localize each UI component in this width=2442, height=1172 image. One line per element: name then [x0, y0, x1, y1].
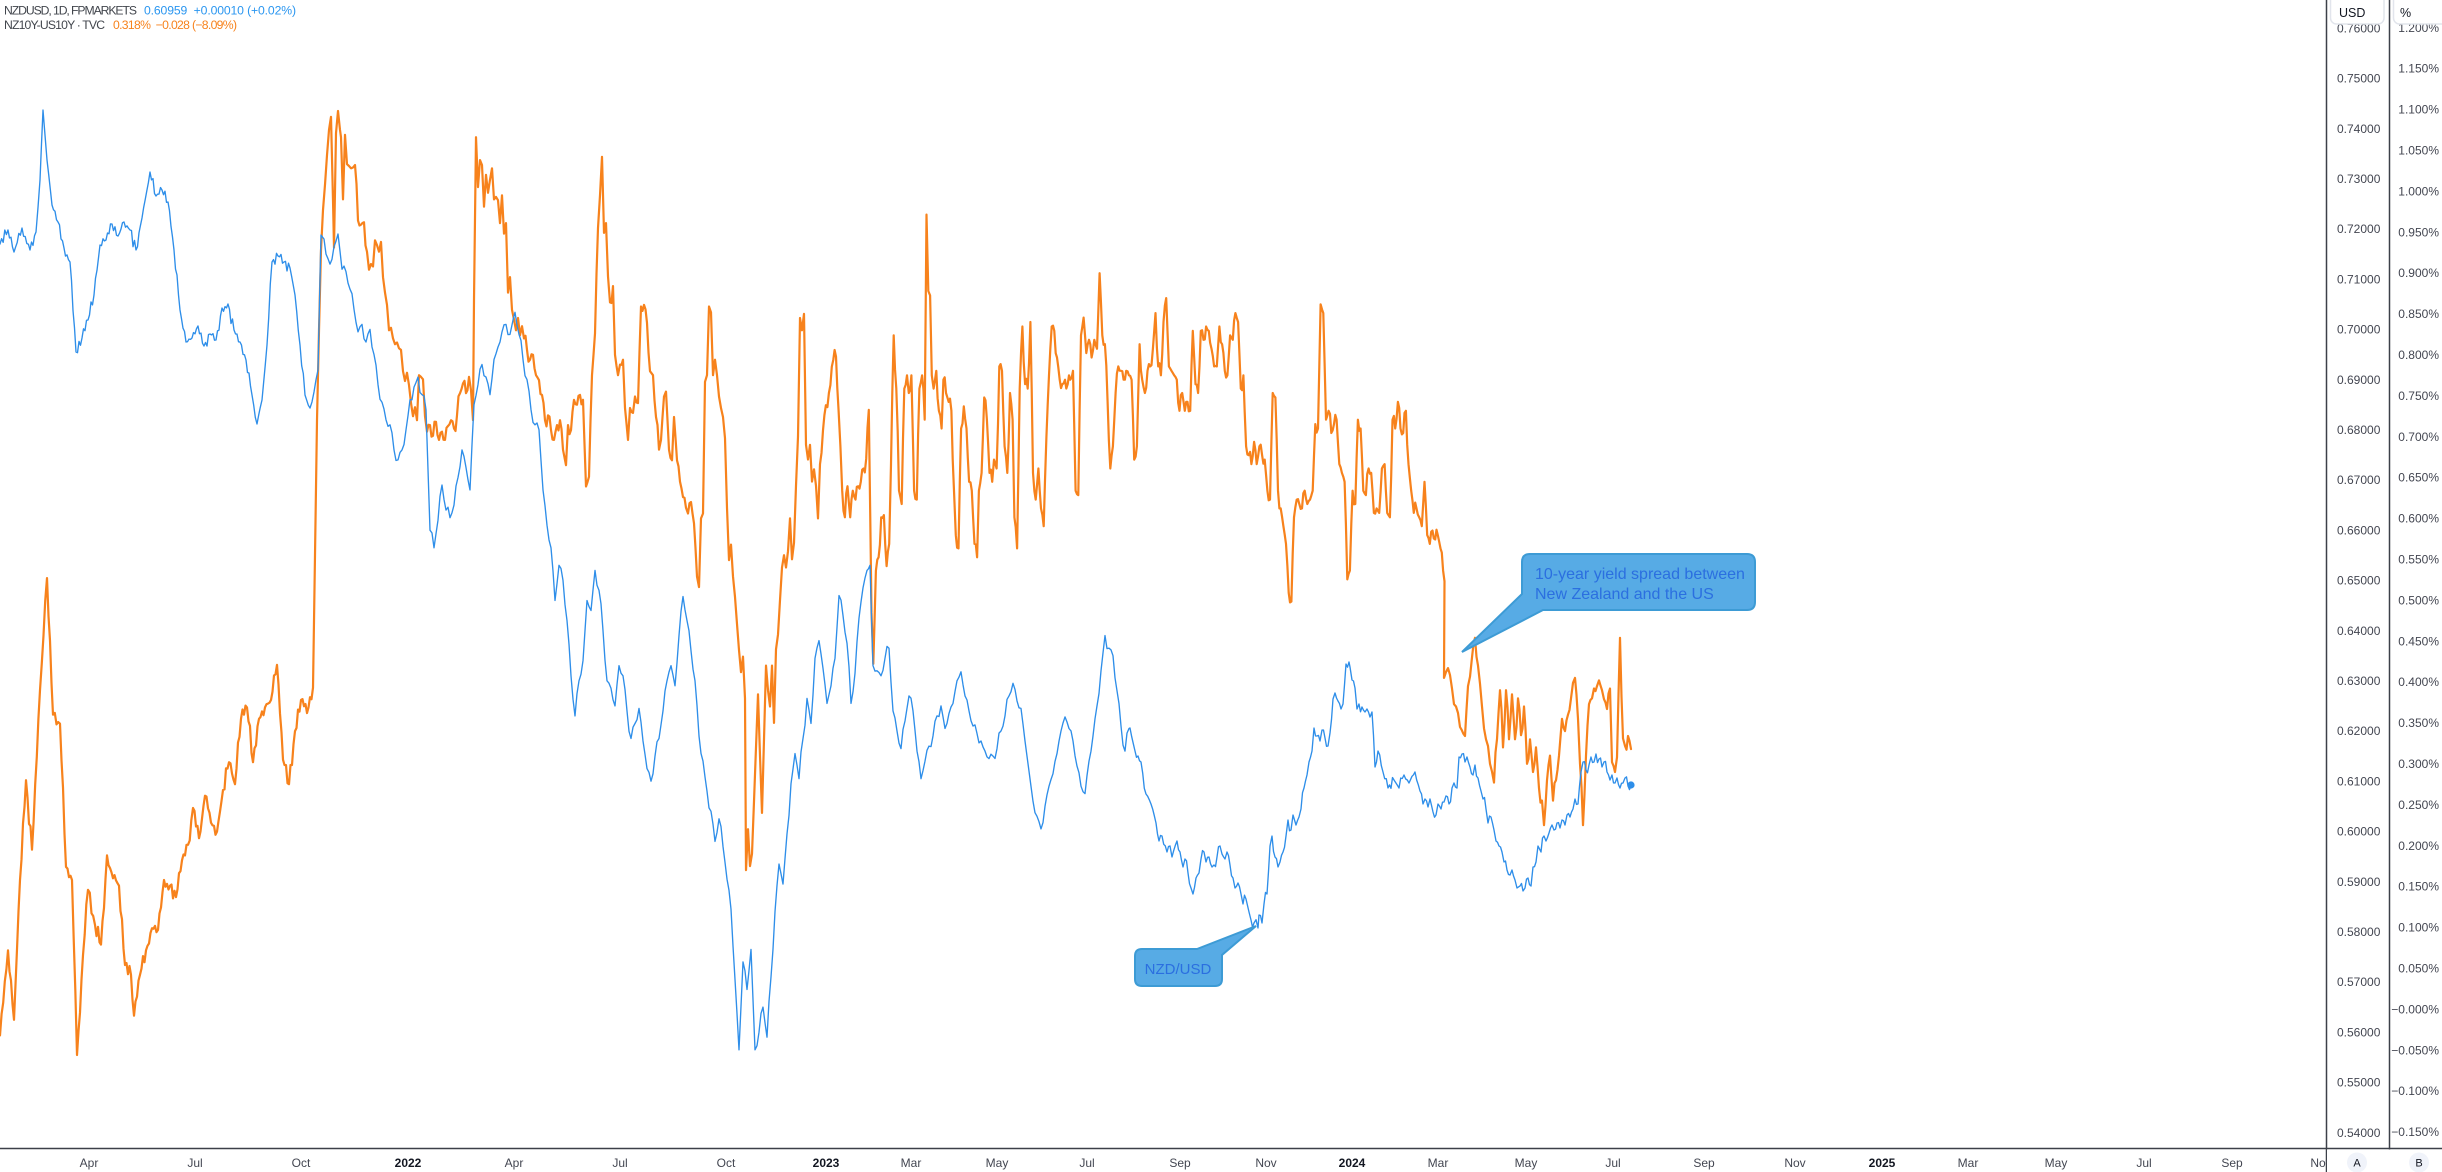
- svg-text:Mar: Mar: [901, 1156, 922, 1170]
- svg-text:0.150%: 0.150%: [2398, 880, 2439, 894]
- svg-text:Jul: Jul: [187, 1156, 202, 1170]
- svg-text:0.700%: 0.700%: [2398, 430, 2439, 444]
- svg-text:Sep: Sep: [1693, 1156, 1715, 1170]
- svg-text:Jul: Jul: [612, 1156, 627, 1170]
- svg-text:0.67000: 0.67000: [2337, 473, 2381, 487]
- svg-text:0.900%: 0.900%: [2398, 266, 2439, 280]
- svg-text:NZDUSD, 1D, FPMARKETS: NZDUSD, 1D, FPMARKETS: [4, 4, 137, 18]
- svg-text:1.050%: 1.050%: [2398, 144, 2439, 158]
- svg-text:B: B: [2415, 1158, 2422, 1170]
- svg-text:0.76000: 0.76000: [2337, 21, 2381, 35]
- svg-text:0.750%: 0.750%: [2398, 389, 2439, 403]
- svg-text:0.800%: 0.800%: [2398, 348, 2439, 362]
- svg-text:0.59000: 0.59000: [2337, 875, 2381, 889]
- svg-text:2025: 2025: [1869, 1156, 1896, 1170]
- svg-text:0.74000: 0.74000: [2337, 122, 2381, 136]
- svg-text:USD: USD: [2339, 6, 2365, 20]
- svg-text:−0.150%: −0.150%: [2391, 1125, 2439, 1139]
- svg-text:0.318% −0.028 (−8.09%): 0.318% −0.028 (−8.09%): [113, 18, 237, 32]
- svg-text:Sep: Sep: [2221, 1156, 2243, 1170]
- svg-text:0.500%: 0.500%: [2398, 593, 2439, 607]
- svg-text:May: May: [1515, 1156, 1538, 1170]
- svg-text:0.56000: 0.56000: [2337, 1025, 2381, 1039]
- svg-text:Apr: Apr: [80, 1156, 99, 1170]
- svg-text:A: A: [2353, 1158, 2361, 1170]
- svg-text:0.69000: 0.69000: [2337, 373, 2381, 387]
- svg-text:0.550%: 0.550%: [2398, 553, 2439, 567]
- svg-text:0.200%: 0.200%: [2398, 839, 2439, 853]
- svg-text:1.000%: 1.000%: [2398, 184, 2439, 198]
- svg-text:0.60959 +0.00010 (+0.02%): 0.60959 +0.00010 (+0.02%): [144, 4, 296, 18]
- svg-text:0.100%: 0.100%: [2398, 921, 2439, 935]
- svg-text:0.58000: 0.58000: [2337, 925, 2381, 939]
- svg-text:0.850%: 0.850%: [2398, 307, 2439, 321]
- svg-text:−0.050%: −0.050%: [2391, 1043, 2439, 1057]
- svg-text:2022: 2022: [395, 1156, 422, 1170]
- svg-text:May: May: [986, 1156, 1009, 1170]
- svg-text:0.71000: 0.71000: [2337, 272, 2381, 286]
- svg-text:2023: 2023: [813, 1156, 840, 1170]
- svg-text:Mar: Mar: [1428, 1156, 1449, 1170]
- svg-text:0.66000: 0.66000: [2337, 523, 2381, 537]
- svg-text:0.300%: 0.300%: [2398, 757, 2439, 771]
- svg-text:10-year yield spread between: 10-year yield spread between: [1535, 566, 1745, 583]
- svg-text:2024: 2024: [1339, 1156, 1366, 1170]
- svg-text:Jul: Jul: [1079, 1156, 1094, 1170]
- svg-text:−0.100%: −0.100%: [2391, 1084, 2439, 1098]
- svg-text:Nov: Nov: [1784, 1156, 1805, 1170]
- svg-text:0.55000: 0.55000: [2337, 1076, 2381, 1090]
- svg-text:0.950%: 0.950%: [2398, 225, 2439, 239]
- svg-text:0.64000: 0.64000: [2337, 624, 2381, 638]
- svg-text:New Zealand and the US: New Zealand and the US: [1535, 586, 1714, 603]
- svg-text:0.400%: 0.400%: [2398, 675, 2439, 689]
- svg-text:0.050%: 0.050%: [2398, 962, 2439, 976]
- svg-text:NZD/USD: NZD/USD: [1145, 961, 1212, 978]
- svg-text:0.65000: 0.65000: [2337, 574, 2381, 588]
- svg-text:May: May: [2045, 1156, 2068, 1170]
- svg-text:0.63000: 0.63000: [2337, 674, 2381, 688]
- svg-text:0.70000: 0.70000: [2337, 323, 2381, 337]
- svg-text:Oct: Oct: [717, 1156, 736, 1170]
- svg-text:0.61000: 0.61000: [2337, 774, 2381, 788]
- svg-text:0.600%: 0.600%: [2398, 512, 2439, 526]
- svg-text:%: %: [2400, 6, 2411, 20]
- svg-text:0.450%: 0.450%: [2398, 634, 2439, 648]
- svg-text:Oct: Oct: [292, 1156, 311, 1170]
- svg-text:−0.000%: −0.000%: [2391, 1002, 2439, 1016]
- svg-text:0.54000: 0.54000: [2337, 1126, 2381, 1140]
- svg-text:Nov: Nov: [2310, 1156, 2331, 1170]
- svg-text:Nov: Nov: [1255, 1156, 1276, 1170]
- svg-text:0.62000: 0.62000: [2337, 724, 2381, 738]
- svg-text:Sep: Sep: [1169, 1156, 1191, 1170]
- svg-text:0.73000: 0.73000: [2337, 172, 2381, 186]
- svg-text:0.57000: 0.57000: [2337, 975, 2381, 989]
- svg-text:0.75000: 0.75000: [2337, 72, 2381, 86]
- svg-text:1.150%: 1.150%: [2398, 62, 2439, 76]
- svg-text:0.350%: 0.350%: [2398, 716, 2439, 730]
- svg-text:Jul: Jul: [1605, 1156, 1620, 1170]
- svg-text:0.650%: 0.650%: [2398, 471, 2439, 485]
- svg-text:0.72000: 0.72000: [2337, 222, 2381, 236]
- svg-text:Apr: Apr: [505, 1156, 524, 1170]
- svg-text:Mar: Mar: [1958, 1156, 1979, 1170]
- svg-text:NZ10Y-US10Y · TVC: NZ10Y-US10Y · TVC: [4, 18, 105, 32]
- svg-text:1.100%: 1.100%: [2398, 103, 2439, 117]
- svg-text:0.68000: 0.68000: [2337, 423, 2381, 437]
- svg-text:0.250%: 0.250%: [2398, 798, 2439, 812]
- svg-text:0.60000: 0.60000: [2337, 825, 2381, 839]
- svg-text:Jul: Jul: [2136, 1156, 2151, 1170]
